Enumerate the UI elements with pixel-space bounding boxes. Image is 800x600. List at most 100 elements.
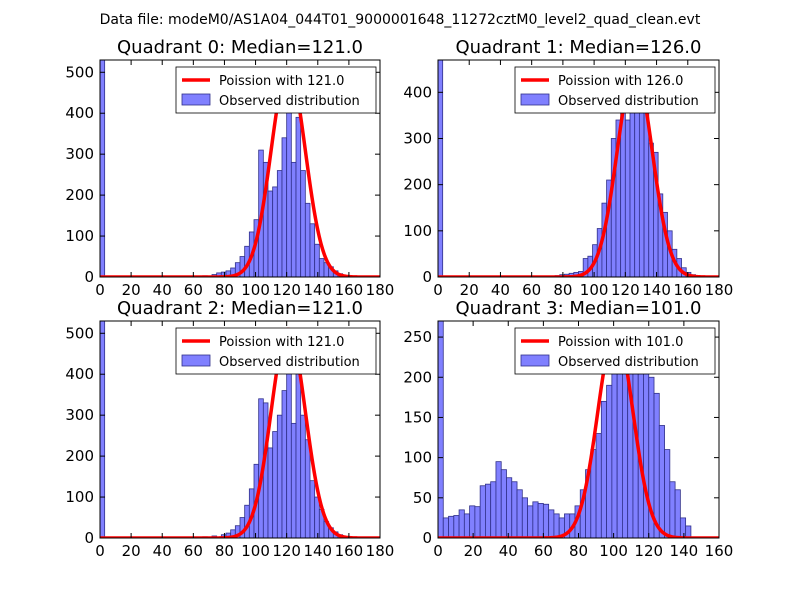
x-tick-label: 100	[599, 542, 628, 560]
histogram-bar	[606, 384, 613, 538]
x-tick-label: 80	[215, 542, 234, 560]
histogram-bar	[300, 170, 306, 277]
x-tick-label: 0	[95, 281, 105, 299]
histogram-bar	[314, 243, 320, 277]
histogram-bar	[295, 116, 302, 277]
legend-label-bars: Observed distribution	[219, 94, 360, 109]
y-tick-label: 100	[403, 449, 432, 467]
histogram-bar	[624, 119, 631, 277]
histogram-bar	[442, 517, 449, 538]
histogram-bar	[300, 414, 306, 538]
histogram-bar	[653, 392, 660, 538]
x-tick-label: 180	[366, 281, 395, 299]
histogram-bar	[286, 365, 292, 538]
y-tick-label: 400	[65, 104, 94, 122]
axes-frame	[99, 320, 381, 539]
y-tick-label: 300	[65, 145, 94, 163]
x-tick-label: 180	[366, 542, 395, 560]
y-tick-label: 0	[84, 268, 94, 286]
y-tick-label: 100	[65, 227, 94, 245]
histogram-bar	[318, 258, 325, 277]
y-tick-label: 500	[65, 63, 94, 81]
x-tick-label: 140	[670, 542, 699, 560]
y-tick-label: 200	[65, 186, 94, 204]
y-tick-label: 200	[65, 447, 94, 465]
histogram-bar	[272, 431, 278, 538]
legend: Poission with 121.0 Observed distribution	[175, 66, 377, 114]
legend-label-bars: Observed distribution	[558, 94, 699, 109]
x-tick-label: 0	[95, 542, 105, 560]
histogram-bar	[281, 137, 288, 277]
histogram-bar	[629, 91, 636, 277]
subplot-grid: 0 20 40 60 80 100 120 140 160 1800100200300400500…	[65, 37, 733, 560]
histogram-bar	[495, 461, 502, 538]
x-tick-label: 60	[184, 542, 203, 560]
subplot-title: Quadrant 3: Median=101.0	[456, 298, 702, 319]
x-tick-label: 40	[499, 542, 518, 560]
y-tick-label: 0	[422, 268, 432, 286]
x-tick-label: 160	[673, 281, 702, 299]
y-tick-label: 150	[403, 408, 432, 426]
legend-label-curve: Poission with 101.0	[558, 335, 683, 350]
poisson-curve	[438, 67, 719, 277]
y-tick-label: 100	[403, 222, 432, 240]
y-tick-label: 100	[65, 488, 94, 506]
histogram-bar	[537, 503, 544, 538]
histogram-bar	[664, 449, 671, 538]
x-tick-label: 100	[241, 542, 270, 560]
legend-bar-swatch	[520, 93, 550, 106]
legend-bar-swatch	[181, 93, 211, 106]
legend-bar-swatch	[181, 354, 211, 367]
axes-frame	[99, 59, 381, 278]
y-tick-label: 200	[403, 368, 432, 386]
plot-area	[100, 321, 380, 538]
legend-label-bars: Observed distribution	[558, 355, 699, 370]
x-tick-label: 40	[153, 542, 172, 560]
histogram-bar	[490, 481, 497, 538]
plot-area	[438, 60, 719, 277]
y-tick-label: 500	[65, 324, 94, 342]
x-tick-label: 20	[460, 281, 479, 299]
histogram-bar	[267, 190, 274, 277]
plot-area	[100, 60, 380, 277]
legend: Poission with 121.0 Observed distribution	[175, 327, 377, 375]
histogram-bar	[600, 400, 607, 538]
histogram-bar	[276, 170, 283, 277]
legend-label-curve: Poission with 126.0	[558, 74, 683, 89]
x-tick-label: 120	[634, 542, 663, 560]
poisson-curve	[100, 327, 380, 538]
legend-bar-swatch	[520, 354, 550, 367]
subplot-quadrant-2: 0 20 40 60 80 100 120 140 160 1800100200300400500…	[65, 298, 394, 560]
histogram-bar	[463, 513, 471, 538]
x-tick-label: 120	[272, 542, 301, 560]
subplot-quadrant-1: 0 20 40 60 80 100 120 140 160 1800100200300400Qua…	[403, 37, 733, 299]
histogram-bar	[469, 505, 476, 538]
histogram-bar	[309, 480, 316, 538]
y-tick-label: 200	[403, 176, 432, 194]
histogram-bar	[658, 425, 665, 538]
histogram-bar	[100, 321, 106, 538]
x-tick-label: 80	[553, 281, 572, 299]
histogram-bar	[479, 485, 486, 538]
histogram-bar	[500, 469, 507, 538]
y-tick-label: 0	[422, 529, 432, 547]
x-tick-label: 60	[534, 542, 553, 560]
y-tick-label: 400	[65, 365, 94, 383]
x-tick-label: 20	[122, 281, 141, 299]
x-tick-label: 20	[464, 542, 483, 560]
subplot-quadrant-0: 0 20 40 60 80 100 120 140 160 1800100200300400500…	[65, 37, 394, 299]
x-tick-label: 0	[433, 281, 443, 299]
y-tick-label: 0	[84, 529, 94, 547]
histogram-bar	[553, 513, 560, 538]
legend-label-bars: Observed distribution	[219, 355, 360, 370]
legend: Poission with 126.0 Observed distribution	[514, 66, 716, 114]
histogram-bar	[309, 223, 316, 277]
histogram-bar	[314, 496, 320, 538]
histogram-bar	[511, 481, 518, 538]
histogram-bar	[458, 509, 465, 538]
histogram-bar	[438, 60, 444, 277]
histogram-bar	[634, 105, 640, 277]
x-tick-label: 120	[272, 281, 301, 299]
legend-label-curve: Poission with 121.0	[219, 335, 344, 350]
histogram-bar	[506, 477, 513, 538]
